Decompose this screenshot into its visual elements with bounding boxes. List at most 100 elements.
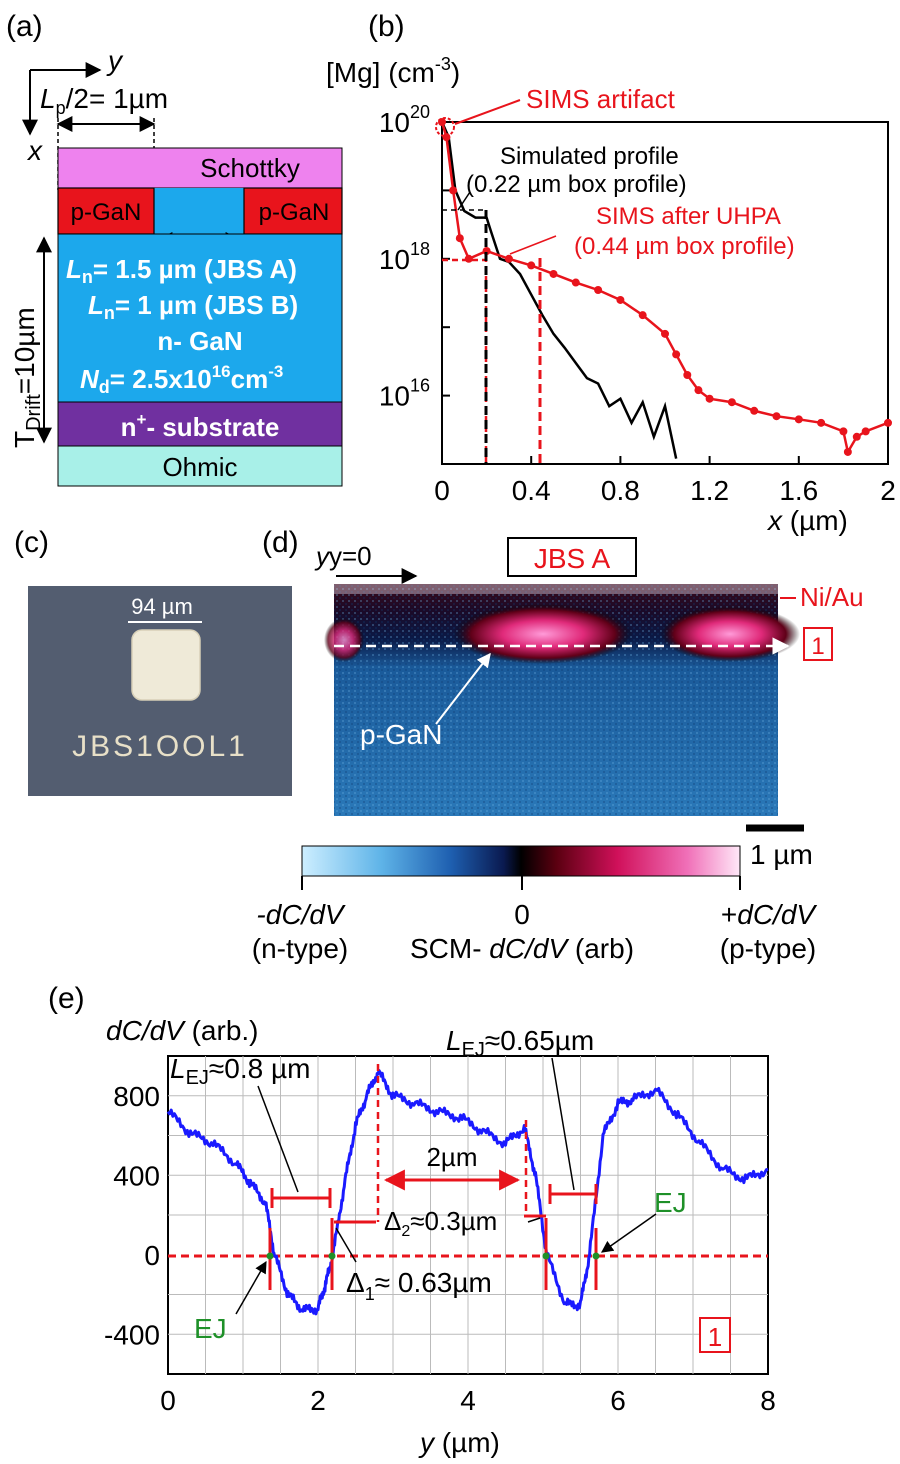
pgan-left-label: p-GaN [71,199,142,226]
panel-e-label: (e) [48,982,85,1015]
b-xtick-label-4: 1.6 [779,475,818,506]
sims-artifact-label: SIMS artifact [526,84,676,114]
lp-label: Lp/2= 1µm [40,83,168,118]
pgan-left-block [57,187,155,235]
panel-e-ylabel: dC/dV (arb.) [106,1015,259,1046]
b-series-1-point [594,285,603,294]
b-series-1-point [843,447,852,456]
b-series-1-point [794,415,803,424]
colorbar-left-1: -dC/dV [256,899,345,930]
panel-e: (e) dC/dV (arb.) 800 400 0 -400 0 2 4 6 8 y (µm… [48,982,776,1458]
e-xtick-label-2: 4 [460,1385,476,1416]
nd-label: Nd= 2.5x1016cm-3 [80,362,283,397]
axis-y-label: y [106,45,124,76]
panel-b-label: (b) [368,10,405,43]
e-ytick-label-3: -400 [104,1319,160,1350]
e-ytick-label-0: 800 [113,1081,160,1112]
jbs-a-box [507,537,637,577]
b-series-1-point [638,311,647,320]
linescan-marker: 1 [811,633,824,660]
b-series-1-point [549,269,558,278]
sim-profile-label-1: Simulated profile [500,143,679,170]
panel-b-ytick-labels: 1020 1018 1016 [379,102,430,412]
niau-label: Ni/Au [800,582,864,612]
panel-c-label: (c) [14,526,49,559]
b-series-1-point [571,278,580,287]
colorbar-mid-2: SCM- dC/dV (arb) [410,933,634,964]
ohmic-layer [57,445,343,487]
delta2-label: Δ2≈0.3µm [384,1206,497,1240]
colorbar-mid-1: 0 [514,899,530,930]
panel-c: (c) 94 µm JBS1OOL1 [14,526,292,796]
chip-scale-label: 94 µm [131,594,193,619]
b-xtick-label-3: 1.2 [690,475,729,506]
e-xtick-label-1: 2 [310,1385,326,1416]
b-series-1-point [852,432,861,441]
ngan-label: n- GaN [157,326,242,356]
b-series-1-point [839,427,848,436]
ln-b-label: Ln= 1 µm (JBS B) [88,290,298,323]
b-series-1-point [683,371,692,380]
uhpa-label-2: (0.44 µm box profile) [574,233,795,260]
b-series-1-point [727,398,736,407]
panel-b: (b) [Mg] (cm-3) 1020 1018 1016 0 0.4 0.8 1.2 1… [326,10,896,536]
chip-text: JBS1OOL1 [72,730,248,763]
sims-artifact-pointer [454,99,521,125]
b-series-1-line [440,121,889,456]
panel-e-grid [168,1056,768,1374]
lej2-label: LEJ≈0.65µm [446,1025,594,1061]
jbs-a-title: JBS A [534,543,611,574]
pgan-region-2 [660,606,800,662]
sims-artifact-marker [435,117,455,137]
b-series-1-point [455,234,464,243]
schottky-label: Schottky [200,153,300,183]
panel-d-label: (d) [262,526,299,559]
panel-d: (d) yy=0 JBS A p-GaN Ni/Au 1 1 µm -dC/dV… [252,526,864,964]
ngan-drift [57,233,343,403]
colorbar [301,845,741,877]
ej-right-label: EJ [654,1187,687,1218]
e-ytick-label-1: 400 [113,1160,160,1191]
two-um-label: 2µm [426,1142,477,1172]
e-series-0-line [166,1069,769,1316]
e-ytick-label-2: 0 [144,1240,160,1271]
b-series-1-point [750,406,759,415]
panel-b-ylabel: [Mg] (cm-3) [326,54,460,88]
axis-x-label: x [26,135,43,166]
e-xtick-label-0: 0 [160,1385,176,1416]
delta1-label: Δ1≈ 0.63µm [346,1267,492,1304]
substrate-label: n+- substrate [121,410,280,442]
b-series-1-point [772,412,781,421]
b-series-1-point [661,329,669,338]
ln-a-label: Ln= 1.5 µm (JBS A) [66,254,297,287]
linescan-marker-box [803,627,833,661]
pgan-region-1 [453,604,633,664]
substrate-layer [57,401,343,447]
b-ytick-label-1: 1018 [379,239,430,275]
panel-e-series [166,1069,769,1316]
e-xtick-label-3: 6 [610,1385,626,1416]
schottky-layer [57,147,343,189]
uhpa-label-1: SIMS after UHPA [596,203,781,230]
b-xtick-label-2: 0.8 [601,475,640,506]
b-xtick-label-5: 2 [880,475,896,506]
panel-e-ytick-labels: 800 400 0 -400 [104,1081,160,1351]
b-series-1-point [442,133,451,142]
pgan-label: p-GaN [360,719,442,750]
b-ytick-label-2: 1016 [379,376,430,412]
colorbar-right-2: (p-type) [720,933,816,964]
b-xtick-label-0: 0 [434,475,450,506]
b-series-1-point [504,254,513,263]
scm-scale-label: 1 µm [750,839,813,870]
b-series-1-point [616,295,625,304]
b-series-0-line [440,121,678,459]
b-series-1-point [817,418,826,427]
b-ytick-label-0: 1020 [379,102,430,138]
b-series-1-point [527,261,536,270]
b-series-1-point [705,394,714,403]
panel-e-marker-box [699,1317,731,1353]
b-series-1-point [861,427,870,436]
panel-b-xlabel: x (µm) [766,505,848,536]
panel-e-xtick-labels: 0 2 4 6 8 [160,1385,776,1416]
